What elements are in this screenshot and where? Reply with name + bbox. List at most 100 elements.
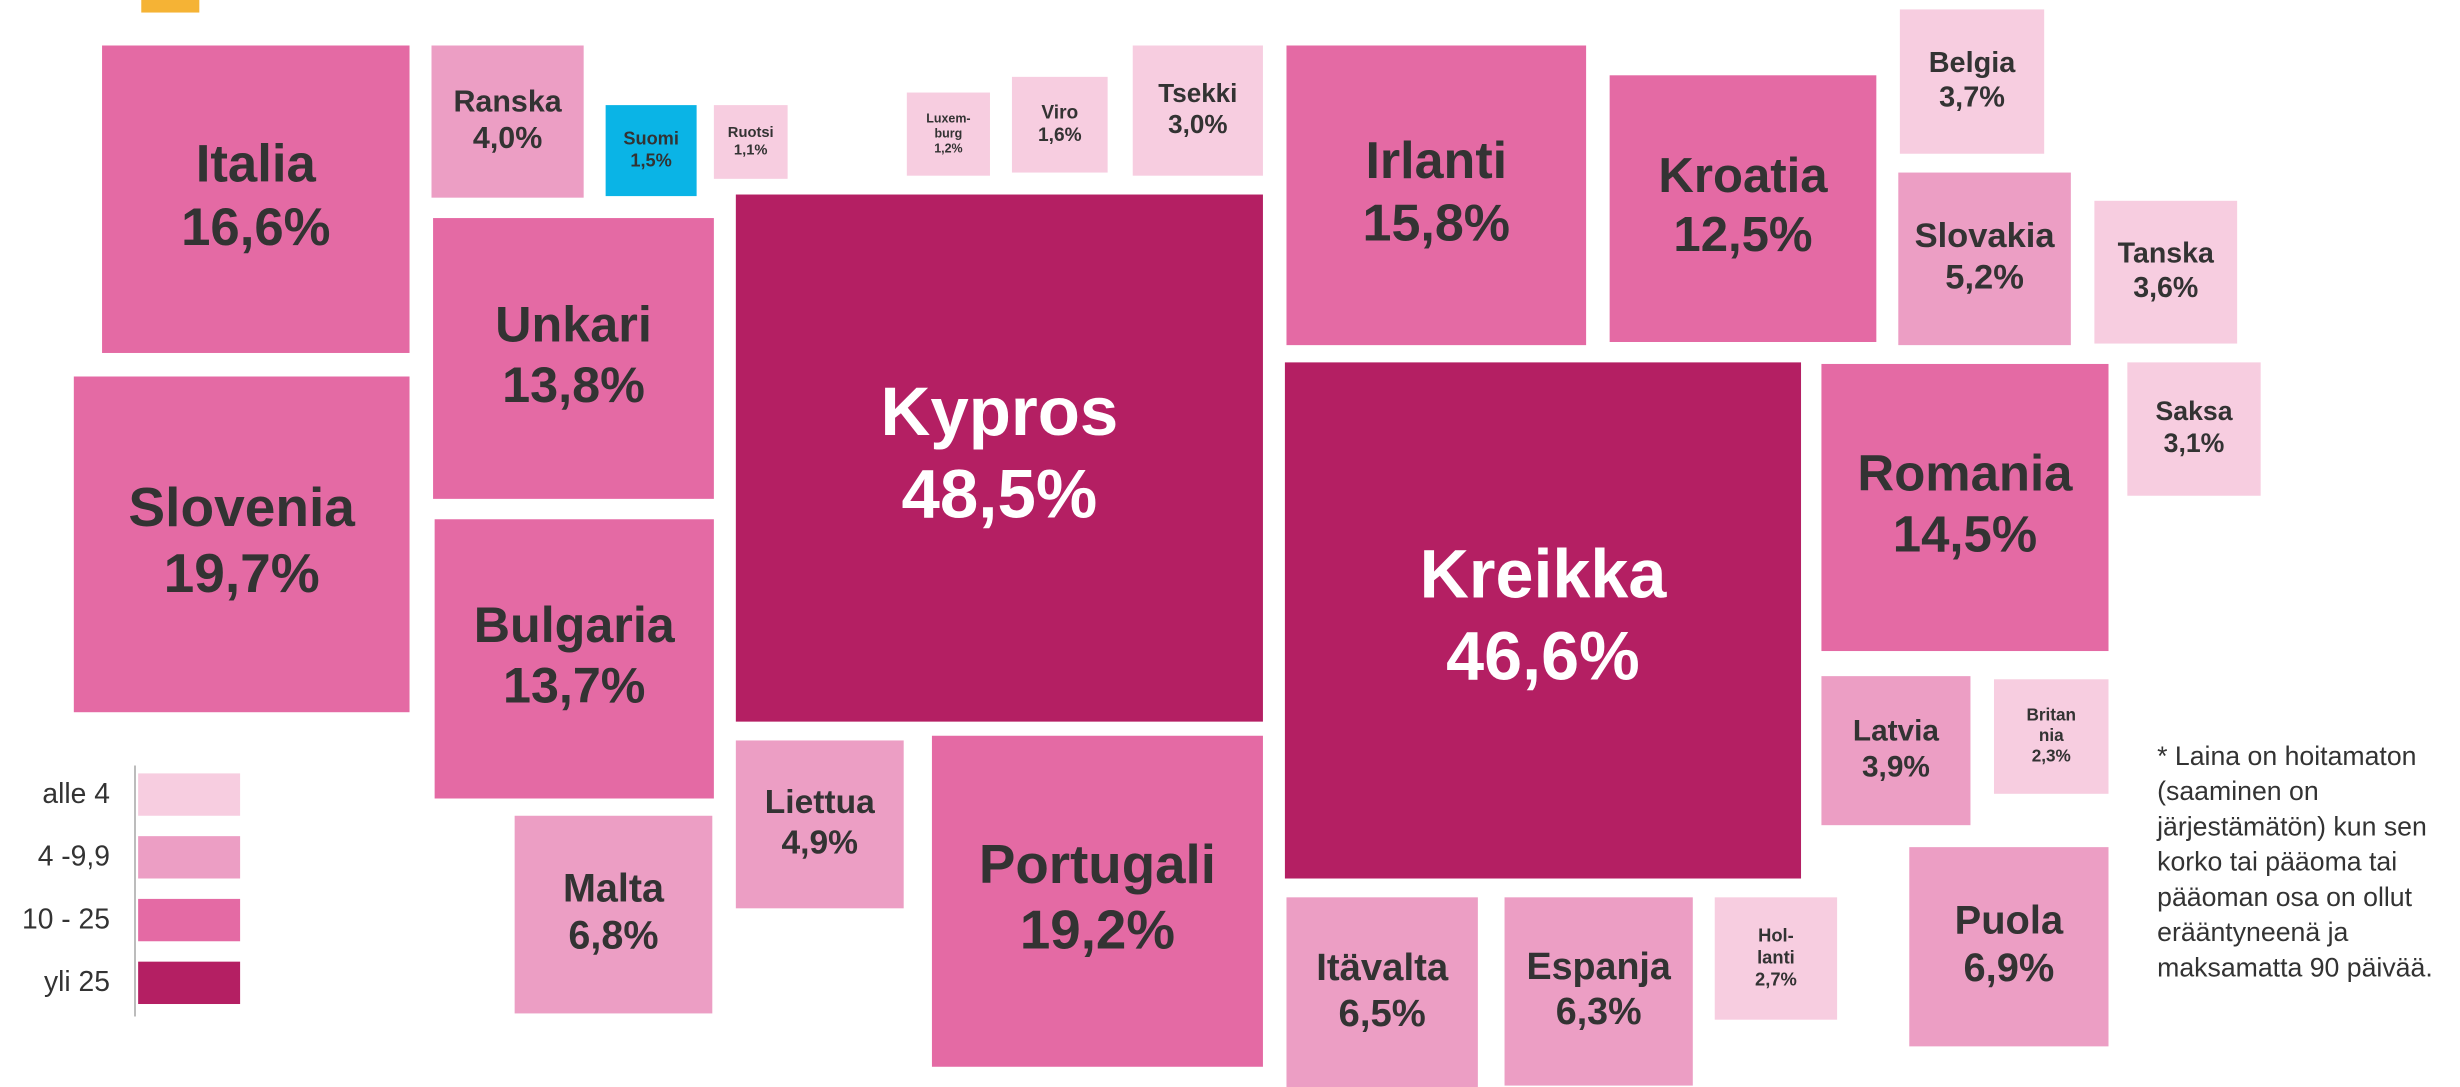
tile-name: Romania [1857,444,2073,501]
footnote: erääntyneenä ja [2157,917,2348,947]
tile-name: Saksa [2155,396,2232,426]
footnote: * Laina on hoitamaton [2157,741,2416,771]
tile [1609,75,1877,342]
tile-name: burg [935,126,963,140]
tile [735,740,904,909]
tile-value: 15,8% [1363,194,1511,252]
tile-name: Puola [1955,898,2064,942]
tile-value: 1,1% [734,143,768,159]
legend-swatch [138,836,241,879]
tile-name: Suomi [623,128,679,148]
tile-value: 2,3% [2032,746,2071,766]
tile [735,194,1263,722]
tile-name: Itävalta [1316,946,1449,989]
tile-value: 4,9% [782,824,859,861]
tile-value: 3,0% [1168,109,1227,139]
tile-name: Espanja [1526,945,1671,987]
tile-name: Viro [1041,102,1078,123]
tile-value: 14,5% [1893,506,2037,563]
tile-name: Tsekki [1158,78,1237,108]
tile-name: Malta [563,866,665,910]
tile [1284,362,1802,879]
tile [1286,45,1587,346]
tile-name: Irlanti [1365,132,1507,190]
tile [431,45,584,198]
tile-value: 1,2% [934,141,962,155]
tile [713,105,788,179]
footnote: (saaminen on [2157,776,2319,806]
tile [605,105,697,197]
legend-label: yli 25 [44,965,110,997]
tile-value: 13,8% [502,356,645,413]
tile [73,376,410,713]
tile-name: Liettua [765,784,875,821]
tile-name: Tanska [2118,238,2215,270]
tile-value: 3,1% [2164,428,2225,458]
tile [1286,897,1478,1087]
tile-name: Italia [196,135,317,194]
tile-name: Unkari [495,296,652,353]
footnote: maksamatta 90 päivää. [2157,953,2433,983]
tile-value: 6,8% [568,914,658,958]
tile-name: Ranska [453,84,562,118]
tile-value: 12,5% [1673,208,1812,262]
tile-name: Hol- [1758,924,1794,945]
tile-value: 3,9% [1862,750,1930,783]
tile [2094,200,2238,344]
tile-name: Slovenia [128,476,355,538]
tile-name: Kypros [881,373,1119,450]
tile [2127,362,2261,496]
tile-value: 4,0% [473,121,542,155]
tile [1821,676,1971,826]
tile [1899,9,2045,154]
tile [1993,679,2109,794]
tile-value: 6,3% [1556,990,1642,1032]
tile-name: Britan [2026,704,2076,724]
tile-name: nia [2039,725,2064,745]
tile-value: 48,5% [902,456,1098,533]
tile [102,45,410,353]
tile [1132,45,1263,176]
tile-name: Kreikka [1420,537,1668,613]
tile-name: Belgia [1929,47,2017,79]
tile-name: Kroatia [1658,149,1828,203]
tile-value: 2,7% [1755,968,1797,989]
legend-label: 10 - 25 [22,902,110,934]
tile-name: Luxem- [926,111,970,125]
footnote: pääoman osa on ollut [2157,882,2412,912]
tile-name: Ruotsi [728,125,774,141]
tile-value: 19,7% [164,542,320,604]
tile-name: Latvia [1853,715,1940,748]
tile-name: Slovakia [1915,217,2056,255]
tile-value: 3,7% [1939,82,2005,114]
accent-bar [141,0,200,13]
tile [434,519,714,799]
tile-value: 6,5% [1339,992,1426,1035]
tile-name: lanti [1757,946,1795,967]
legend-swatch [138,773,241,816]
tile-value: 1,6% [1038,125,1082,146]
legend-swatch [138,961,241,1005]
tile [1011,76,1108,173]
tile-value: 5,2% [1945,259,2024,297]
tile-value: 3,6% [2133,272,2198,304]
tile-name: Bulgaria [474,597,676,653]
footnote: järjestämätön) kun sen [2156,811,2427,841]
tile-value: 46,6% [1446,618,1640,694]
tile-value: 13,7% [503,657,645,713]
tile-name: Portugali [979,833,1216,895]
tile [433,218,714,499]
tile [1504,897,1693,1086]
tile [1714,897,1838,1020]
tile-value: 19,2% [1020,899,1175,961]
legend-label: alle 4 [42,777,109,809]
legend-swatch [138,898,241,942]
tile-value: 6,9% [1964,946,2055,990]
tile [1909,847,2109,1047]
tile [1821,363,2109,652]
tile [514,815,713,1014]
tile-value: 16,6% [181,198,330,257]
tile-value: 1,5% [630,150,671,170]
